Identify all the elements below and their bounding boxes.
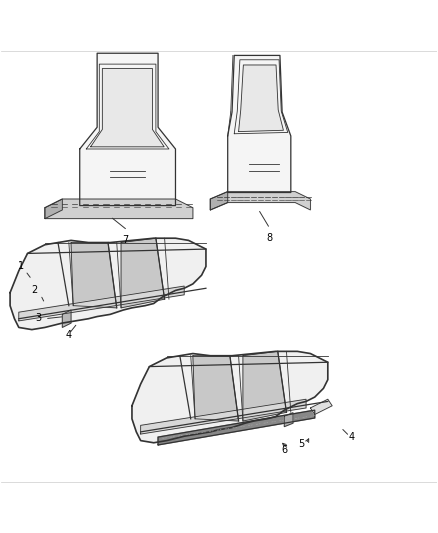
Text: 1: 1 [18, 261, 24, 271]
Polygon shape [10, 238, 206, 329]
Text: 6: 6 [281, 445, 287, 455]
Polygon shape [45, 199, 62, 219]
Polygon shape [284, 413, 293, 426]
Polygon shape [132, 351, 328, 443]
Polygon shape [210, 192, 228, 210]
Polygon shape [243, 351, 286, 421]
Polygon shape [19, 286, 184, 321]
Text: 7: 7 [122, 235, 128, 245]
Polygon shape [141, 399, 306, 434]
Polygon shape [71, 243, 117, 308]
Text: 4: 4 [66, 330, 72, 340]
Text: 3: 3 [35, 313, 42, 323]
Text: 8: 8 [267, 233, 273, 244]
Polygon shape [158, 410, 315, 445]
Polygon shape [239, 65, 283, 132]
Polygon shape [193, 356, 239, 421]
Polygon shape [45, 199, 193, 219]
Polygon shape [228, 55, 291, 192]
Text: 4: 4 [349, 432, 355, 442]
Polygon shape [62, 310, 71, 327]
Text: 2: 2 [31, 285, 37, 295]
Polygon shape [121, 238, 165, 308]
Polygon shape [80, 53, 176, 206]
Polygon shape [311, 399, 332, 415]
Polygon shape [210, 192, 311, 210]
Polygon shape [91, 68, 164, 147]
Text: 5: 5 [299, 439, 305, 449]
